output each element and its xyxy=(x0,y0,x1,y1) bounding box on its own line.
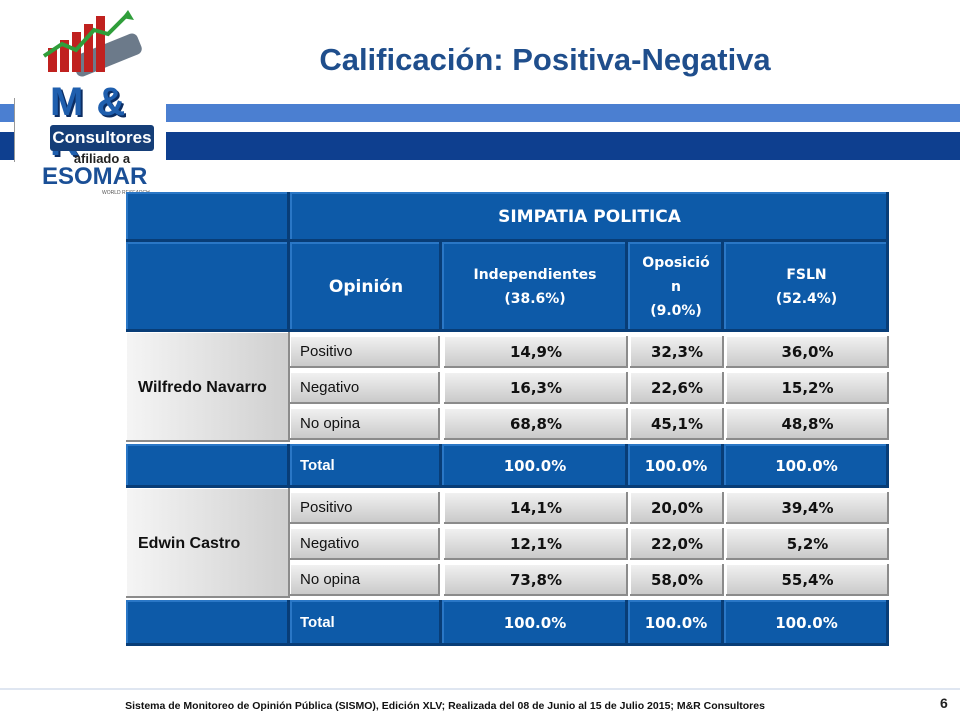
column-header-independientes: Independientes (38.6%) xyxy=(442,242,628,332)
total-cell: 100.0% xyxy=(442,444,628,488)
person-label: Wilfredo Navarro xyxy=(126,332,290,442)
logo-partner: ESOMAR xyxy=(42,163,148,190)
page-title: Calificación: Positiva-Negativa xyxy=(319,42,771,77)
total-label: Total xyxy=(290,444,442,488)
header-stripe-gap xyxy=(0,122,960,132)
table-cell: 22,0% xyxy=(630,528,724,560)
logo-border xyxy=(14,98,15,162)
logo-name: Consultores xyxy=(50,125,154,151)
total-cell: 100.0% xyxy=(724,600,889,646)
table-cell: 55,4% xyxy=(726,564,889,596)
row-label: Negativo xyxy=(290,528,440,560)
table-cell: 14,9% xyxy=(444,336,628,368)
row-label: Positivo xyxy=(290,492,440,524)
group-header: SIMPATIA POLITICA xyxy=(290,192,889,242)
table-cell: 48,8% xyxy=(726,408,889,440)
opinion-header: Opinión xyxy=(290,242,442,332)
table-cell: 22,6% xyxy=(630,372,724,404)
table-cell: 73,8% xyxy=(444,564,628,596)
header-empty-person xyxy=(126,242,290,332)
results-table: SIMPATIA POLITICA Opinión Independientes… xyxy=(126,192,889,646)
column-header-oposicion: Oposició n (9.0%) xyxy=(628,242,724,332)
column-pct: (38.6%) xyxy=(504,291,566,307)
row-label: No opina xyxy=(290,564,440,596)
header-empty-corner xyxy=(126,192,290,242)
person-label: Edwin Castro xyxy=(126,488,290,598)
bar-chart-icon xyxy=(42,10,142,77)
row-label: Negativo xyxy=(290,372,440,404)
table-cell: 16,3% xyxy=(444,372,628,404)
column-pct: (52.4%) xyxy=(775,291,838,307)
table-cell: 45,1% xyxy=(630,408,724,440)
total-empty xyxy=(126,444,290,488)
footer-divider xyxy=(0,688,960,690)
total-label: Total xyxy=(290,600,442,646)
total-cell: 100.0% xyxy=(724,444,889,488)
table-cell: 32,3% xyxy=(630,336,724,368)
column-header-fsln: FSLN (52.4%) xyxy=(724,242,889,332)
table-cell: 68,8% xyxy=(444,408,628,440)
table-cell: 58,0% xyxy=(630,564,724,596)
table-cell: 14,1% xyxy=(444,492,628,524)
footer-source: Sistema de Monitoreo de Opinión Pública … xyxy=(125,700,765,712)
column-pct: (9.0%) xyxy=(650,303,702,319)
row-label: Positivo xyxy=(290,336,440,368)
logo-partner-sub: WORLD RESEARCH xyxy=(102,190,150,196)
table-cell: 5,2% xyxy=(726,528,889,560)
table-cell: 36,0% xyxy=(726,336,889,368)
column-name: Independientes xyxy=(473,267,597,283)
column-name-line1: Oposició xyxy=(642,255,710,271)
total-cell: 100.0% xyxy=(628,444,724,488)
table-cell: 39,4% xyxy=(726,492,889,524)
row-label: No opina xyxy=(290,408,440,440)
logo-affiliation: afiliado a xyxy=(73,151,131,166)
table-cell: 20,0% xyxy=(630,492,724,524)
total-cell: 100.0% xyxy=(442,600,628,646)
table-cell: 15,2% xyxy=(726,372,889,404)
page-number: 6 xyxy=(940,695,948,711)
total-empty xyxy=(126,600,290,646)
column-name-line2: n xyxy=(671,279,681,295)
column-name: FSLN xyxy=(786,267,827,283)
table-cell: 12,1% xyxy=(444,528,628,560)
company-logo: M & R Consultores afiliado a ESOMAR WORL… xyxy=(14,10,164,196)
header-stripe-light xyxy=(0,104,960,122)
total-cell: 100.0% xyxy=(628,600,724,646)
